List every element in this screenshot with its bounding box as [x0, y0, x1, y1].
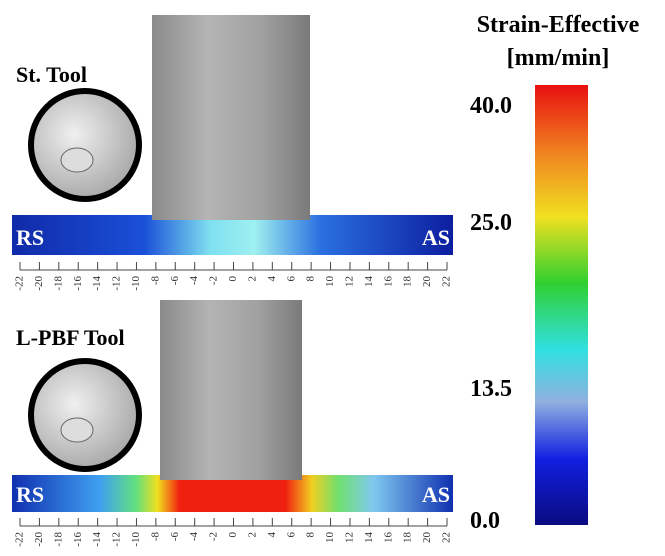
colorbar-tick: 0.0	[470, 508, 500, 534]
ruler-label: 18	[402, 276, 414, 288]
side-label: RS	[16, 225, 44, 250]
ruler-label: -8	[149, 276, 161, 286]
ruler-label: -14	[91, 532, 103, 547]
ruler-label: 6	[285, 532, 297, 538]
colorbar-tick: 13.5	[470, 376, 512, 402]
ruler-label: 18	[402, 532, 414, 544]
ruler-label: 12	[343, 276, 355, 287]
ruler-label: 22	[441, 532, 453, 543]
ruler-label: 4	[266, 532, 278, 538]
ruler-label: 22	[441, 276, 453, 287]
ruler-label: 0	[227, 276, 239, 282]
ruler-label: 8	[305, 276, 317, 282]
ruler-label: 0	[227, 532, 239, 538]
ruler-label: -4	[188, 276, 200, 286]
panel-label: St. Tool	[16, 62, 87, 87]
colorbar	[535, 85, 588, 525]
tool-pin	[60, 147, 94, 173]
side-label: AS	[422, 482, 450, 507]
tool-cylinder	[152, 15, 310, 220]
ruler-label: -18	[52, 532, 64, 547]
side-label: RS	[16, 482, 44, 507]
ruler-label: 2	[246, 532, 258, 538]
plate	[12, 475, 453, 512]
ruler-label: -8	[149, 532, 161, 542]
ruler-label: -16	[72, 532, 84, 547]
ruler-label: -18	[52, 276, 64, 291]
side-label: AS	[422, 225, 450, 250]
colorbar-title: Strain-Effective	[477, 12, 640, 38]
colorbar-unit: [mm/min]	[507, 45, 610, 71]
ruler-label: 16	[382, 532, 394, 544]
ruler-label: 2	[246, 276, 258, 282]
ruler-label: -20	[33, 532, 45, 547]
ruler-label: 8	[305, 532, 317, 538]
ruler-label: -2	[208, 276, 220, 285]
ruler-label: -10	[130, 532, 142, 547]
ruler-label: -20	[33, 276, 45, 291]
ruler-label: 6	[285, 276, 297, 282]
ruler-label: 14	[363, 276, 375, 288]
tool-pin	[60, 417, 94, 443]
ruler-label: -12	[111, 532, 123, 547]
ruler-label: -6	[169, 532, 181, 542]
ruler-label: 4	[266, 276, 278, 282]
ruler-label: 20	[421, 276, 433, 288]
ruler-label: 14	[363, 532, 375, 544]
ruler-label: 12	[343, 532, 355, 543]
ruler-label: 20	[421, 532, 433, 544]
ruler-label: -2	[208, 532, 220, 541]
ruler-label: 10	[324, 276, 336, 288]
ruler-label: -22	[14, 276, 26, 291]
ruler-label: 10	[324, 532, 336, 544]
tool-cylinder	[160, 300, 302, 480]
plate	[12, 215, 453, 255]
ruler-label: -6	[169, 276, 181, 286]
ruler-label: -14	[91, 276, 103, 291]
ruler-label: -16	[72, 276, 84, 291]
ruler-label: -4	[188, 532, 200, 542]
panel-label: L-PBF Tool	[16, 325, 125, 350]
ruler-label: -22	[14, 532, 26, 547]
colorbar-tick: 40.0	[470, 93, 512, 119]
tool-icon	[28, 88, 142, 202]
colorbar-tick: 25.0	[470, 210, 512, 236]
ruler-label: -12	[111, 276, 123, 291]
tool-icon	[28, 358, 142, 472]
ruler-label: 16	[382, 276, 394, 288]
ruler-label: -10	[130, 276, 142, 291]
